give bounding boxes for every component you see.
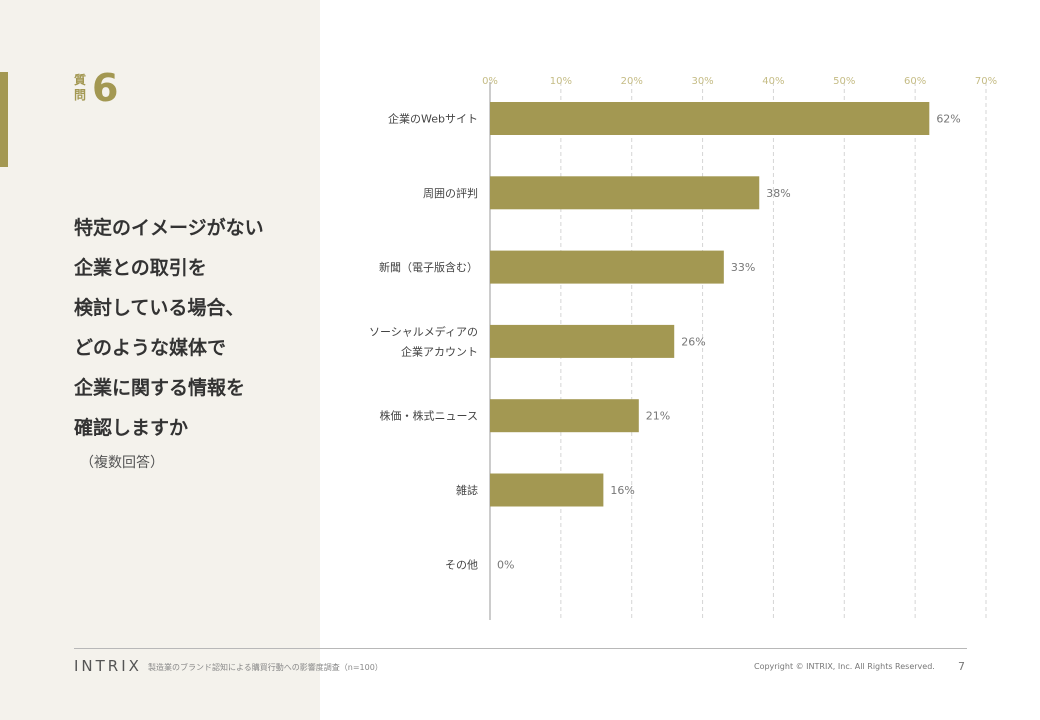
question-line: 検討している場合、 (74, 297, 245, 319)
value-label: 21% (646, 410, 670, 423)
bar (490, 176, 760, 210)
category-label: 雑誌 (456, 483, 478, 497)
left-panel (0, 0, 320, 720)
page-number: 7 (958, 660, 965, 673)
accent-bar (0, 72, 8, 167)
value-label: 0% (497, 558, 514, 571)
bar (490, 250, 724, 284)
report-subtitle: 製造業のブランド認知による購買行動への影響度調査（n=100） (148, 663, 383, 672)
tick-label: 30% (691, 76, 713, 87)
bar (490, 102, 930, 135)
multiple-answer-note: （複数回答） (80, 455, 164, 471)
tick-label: 10% (550, 76, 572, 87)
value-label: 38% (766, 187, 790, 200)
tick-label: 20% (621, 76, 643, 87)
question-line: 企業との取引を (74, 257, 207, 279)
question-line: どのような媒体で (74, 337, 227, 359)
tick-label: 50% (833, 76, 855, 87)
tick-label: 60% (904, 76, 926, 87)
value-label: 16% (610, 484, 634, 497)
question-line: 特定のイメージがない (74, 217, 264, 239)
category-label: その他 (445, 558, 478, 571)
copyright: Copyright © INTRIX, Inc. All Rights Rese… (754, 662, 935, 671)
category-label: 周囲の評判 (423, 186, 478, 200)
bar (490, 324, 675, 358)
tick-label: 70% (975, 76, 997, 87)
value-label: 62% (936, 113, 960, 126)
footer-divider (74, 648, 967, 649)
bar (490, 399, 639, 433)
category-label: 企業のWebサイト (388, 112, 478, 126)
tick-label: 0% (482, 76, 498, 87)
category-label: 株価・株式ニュース (380, 409, 478, 423)
bar (490, 473, 604, 507)
value-label: 33% (731, 261, 755, 274)
category-label: 新聞（電子版含む） (379, 260, 478, 274)
question-label: 質問 (74, 73, 87, 102)
question-line: 確認しますか (74, 417, 189, 439)
category-label: ソーシャルメディアの (369, 324, 478, 338)
question-number: 6 (92, 66, 119, 110)
question-text: 特定のイメージがない 企業との取引を 検討している場合、 どのような媒体で 企業… (74, 208, 314, 448)
question-line: 企業に関する情報を (74, 377, 246, 399)
company-logo: INTRIX (74, 657, 142, 675)
category-label: 企業アカウント (401, 344, 478, 358)
tick-label: 40% (762, 76, 784, 87)
value-label: 26% (681, 335, 705, 348)
bar-chart: 0% 10% 20% 30% 40% 50% 60% 70% 企業のWebサイト 62% 周囲の評判… (369, 76, 997, 620)
